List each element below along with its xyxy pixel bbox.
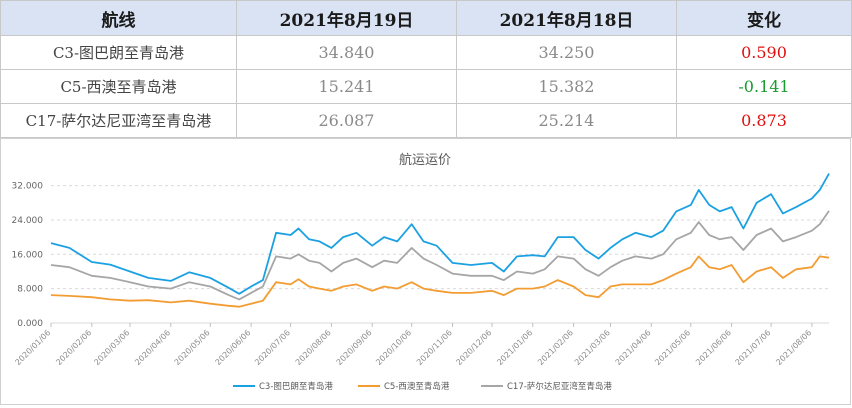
y-tick-label: 16.000 <box>12 250 44 260</box>
table-row: C5-西澳至青岛港 15.241 15.382 -0.141 <box>0 69 852 104</box>
y-tick-label: 8.000 <box>17 285 43 295</box>
grid-lines <box>51 185 829 324</box>
x-tick-label: 2020/09/06 <box>335 328 374 367</box>
y-tick-label: 24.000 <box>12 216 44 226</box>
chart-container: 航运运价 0.000 8.000 16.000 24.000 32.000 2020/0… <box>0 138 851 405</box>
yesterday-value: 15.382 <box>456 69 677 104</box>
y-axis: 0.000 8.000 16.000 24.000 32.000 <box>12 182 44 329</box>
x-tick-label: 2020/02/06 <box>54 328 93 367</box>
series-line-1 <box>50 255 830 308</box>
legend-label-2: C17-萨尔达尼亚湾至青岛港 <box>507 381 612 392</box>
x-tick-label: 2021/05/06 <box>653 328 692 367</box>
change-value: -0.141 <box>676 69 852 104</box>
x-tick-label: 2021/04/06 <box>614 328 653 367</box>
today-value: 34.840 <box>236 35 457 70</box>
yesterday-value: 25.214 <box>456 103 677 138</box>
today-value: 15.241 <box>236 69 457 104</box>
yesterday-value: 34.250 <box>456 35 677 70</box>
x-axis: 2020/01/06 2020/02/06 2020/03/06 2020/04/06… <box>13 323 813 367</box>
x-tick-label: 2020/11/06 <box>415 328 454 367</box>
x-tick-label: 2021/02/06 <box>536 328 575 367</box>
today-value: 26.087 <box>236 103 457 138</box>
series-line-2 <box>50 210 830 301</box>
x-tick-label: 2021/03/06 <box>573 328 612 367</box>
freight-rate-table: 航线 2021年8月19日 2021年8月18日 变化 C3-图巴朗至青岛港 3… <box>0 0 852 138</box>
y-tick-label: 32.000 <box>12 182 44 192</box>
route-cell: C3-图巴朗至青岛港 <box>0 35 237 70</box>
x-tick-label: 2020/08/06 <box>294 328 333 367</box>
y-tick-label: 0.000 <box>17 319 43 329</box>
header-route: 航线 <box>0 0 237 36</box>
route-cell: C5-西澳至青岛港 <box>0 69 237 104</box>
legend-label-1: C5-西澳至青岛港 <box>384 381 450 392</box>
x-tick-label: 2021/08/06 <box>774 328 813 367</box>
x-tick-label: 2020/01/06 <box>13 328 52 367</box>
legend-label-0: C3-图巴朗至青岛港 <box>259 381 333 392</box>
legend: C3-图巴朗至青岛港 C5-西澳至青岛港 C17-萨尔达尼亚湾至青岛港 <box>233 381 612 392</box>
header-change: 变化 <box>676 0 852 36</box>
x-tick-label: 2020/12/06 <box>454 328 493 367</box>
x-tick-label: 2020/06/06 <box>214 328 253 367</box>
chart-title: 航运运价 <box>399 152 451 168</box>
x-tick-label: 2020/03/06 <box>92 328 131 367</box>
x-tick-label: 2020/10/06 <box>374 328 413 367</box>
change-value: 0.873 <box>676 103 852 138</box>
table-row: C3-图巴朗至青岛港 34.840 34.250 0.590 <box>0 35 852 70</box>
x-tick-label: 2021/01/06 <box>495 328 534 367</box>
x-tick-label: 2020/04/06 <box>133 328 172 367</box>
freight-line-chart: 航运运价 0.000 8.000 16.000 24.000 32.000 2020/0… <box>12 152 830 392</box>
series-lines <box>50 173 830 308</box>
x-tick-label: 2020/05/06 <box>173 328 212 367</box>
series-line-0 <box>50 173 830 295</box>
route-cell: C17-萨尔达尼亚湾至青岛港 <box>0 103 237 138</box>
x-tick-label: 2021/06/06 <box>694 328 733 367</box>
table-header-row: 航线 2021年8月19日 2021年8月18日 变化 <box>0 0 852 36</box>
header-yesterday: 2021年8月18日 <box>456 0 677 36</box>
header-today: 2021年8月19日 <box>236 0 457 36</box>
change-value: 0.590 <box>676 35 852 70</box>
x-tick-label: 2021/07/06 <box>734 328 773 367</box>
x-tick-label: 2020/07/06 <box>253 328 292 367</box>
table-row: C17-萨尔达尼亚湾至青岛港 26.087 25.214 0.873 <box>0 103 852 138</box>
